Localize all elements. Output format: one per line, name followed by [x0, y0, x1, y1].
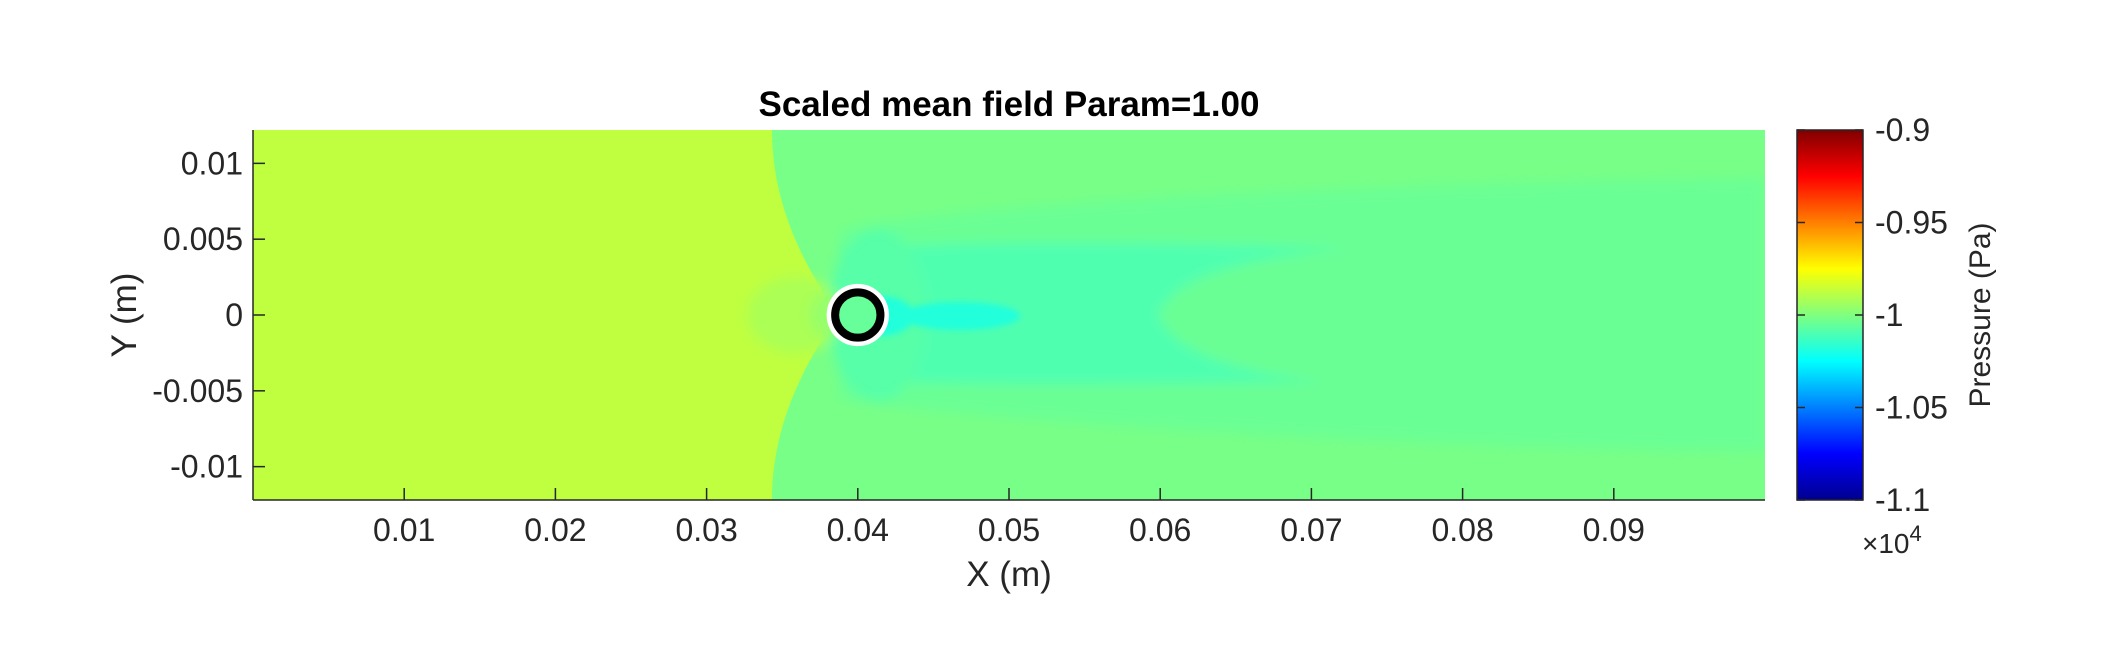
colorbar-exponent: ×104	[1862, 521, 1922, 559]
x-axis-label: X (m)	[966, 555, 1052, 594]
colorbar-exponent-prefix: ×10	[1862, 528, 1910, 559]
x-tick-label: 0.02	[524, 512, 586, 548]
x-ticks: 0.01 0.02 0.03 0.04 0.05 0.06 0.07 0.08 0.09	[373, 488, 1645, 548]
x-tick-label: 0.05	[978, 512, 1040, 548]
field-upstream	[253, 130, 838, 500]
field-wake-core-tail	[900, 302, 1020, 330]
y-tick-label: 0	[225, 297, 243, 333]
chart-title: Scaled mean field Param=1.00	[759, 85, 1260, 124]
x-tick-label: 0.04	[827, 512, 889, 548]
colorbar-tick-label: -0.95	[1875, 205, 1948, 241]
x-tick-label: 0.09	[1583, 512, 1645, 548]
colorbar: -0.9 -0.95 -1 -1.05 -1.1 Pressure (Pa) ×104	[1796, 112, 1997, 559]
x-tick-label: 0.06	[1129, 512, 1191, 548]
colorbar-label: Pressure (Pa)	[1964, 222, 1997, 407]
x-tick-label: 0.08	[1431, 512, 1493, 548]
colorbar-ticks: -0.9 -0.95 -1 -1.05 -1.1	[1797, 112, 1948, 518]
y-tick-label: -0.005	[152, 373, 243, 409]
pressure-field	[253, 130, 1765, 500]
colorbar-exponent-power: 4	[1910, 521, 1922, 546]
y-tick-label: 0.005	[163, 221, 243, 257]
obstacle-circle	[831, 288, 885, 342]
x-tick-label: 0.03	[675, 512, 737, 548]
colorbar-gradient	[1796, 129, 1864, 501]
x-tick-label: 0.07	[1280, 512, 1342, 548]
colorbar-tick-label: -1	[1875, 297, 1903, 333]
x-tick-label: 0.01	[373, 512, 435, 548]
colorbar-tick-label: -1.05	[1875, 390, 1948, 426]
y-tick-label: -0.01	[170, 449, 243, 485]
y-ticks: 0.01 0.005 0 -0.005 -0.01	[152, 145, 265, 485]
cylinder-obstacle	[826, 283, 889, 347]
y-tick-label: 0.01	[181, 145, 243, 181]
obstacle-halo	[826, 283, 889, 347]
colorbar-tick-label: -0.9	[1875, 112, 1930, 148]
field-wake-mid	[840, 243, 1355, 384]
colorbar-tick-label: -1.1	[1875, 482, 1930, 518]
y-axis-label: Y (m)	[105, 273, 144, 358]
